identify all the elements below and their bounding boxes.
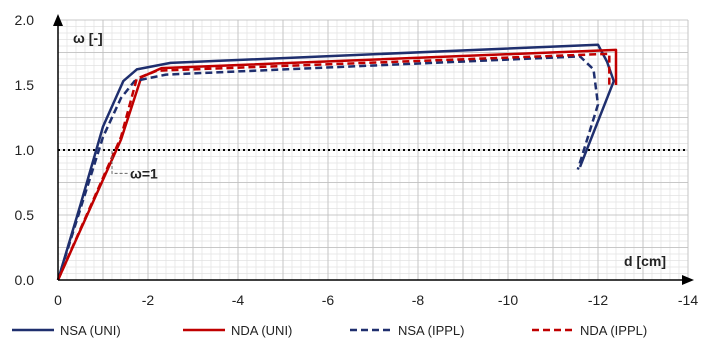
y-tick-label: 1.5: [15, 77, 35, 93]
legend-label-3: NDA (IPPL): [580, 323, 647, 338]
x-tick-label: -6: [322, 292, 335, 308]
series-layer: [56, 43, 618, 281]
x-tick-label: -2: [142, 292, 155, 308]
series-line-3: [56, 52, 611, 281]
x-tick-label: -8: [412, 292, 425, 308]
x-tick-label: -14: [678, 292, 698, 308]
series-line-2: [56, 55, 600, 281]
annotation: ω=1: [111, 151, 158, 181]
legend: NSA (UNI) NDA (UNI) NSA (IPPL) NDA (IPPL): [12, 323, 647, 338]
legend-label-0: NSA (UNI): [60, 323, 121, 338]
tick-labels: 0 -2 -4 -6 -8 -10 -12 -14 0.0 0.5 1.0 1.5 2.0: [15, 12, 699, 308]
y-tick-label: 0.0: [15, 272, 35, 288]
annotation-label: ω=1: [130, 165, 158, 181]
y-axis-arrow: [53, 14, 63, 26]
x-axis-label: d [cm]: [624, 253, 666, 269]
legend-label-2: NSA (IPPL): [398, 323, 464, 338]
x-tick-label: -10: [498, 292, 518, 308]
x-axis-arrow: [682, 275, 694, 285]
annotation-leader: [111, 151, 128, 174]
x-tick-label: 0: [54, 292, 62, 308]
y-tick-label: 1.0: [15, 142, 35, 158]
legend-label-1: NDA (UNI): [231, 323, 292, 338]
x-tick-label: -4: [232, 292, 245, 308]
y-tick-label: 0.5: [15, 207, 35, 223]
x-tick-label: -12: [588, 292, 608, 308]
y-tick-label: 2.0: [15, 12, 35, 28]
axes: [53, 14, 694, 285]
y-axis-label: ω [-]: [73, 30, 103, 46]
